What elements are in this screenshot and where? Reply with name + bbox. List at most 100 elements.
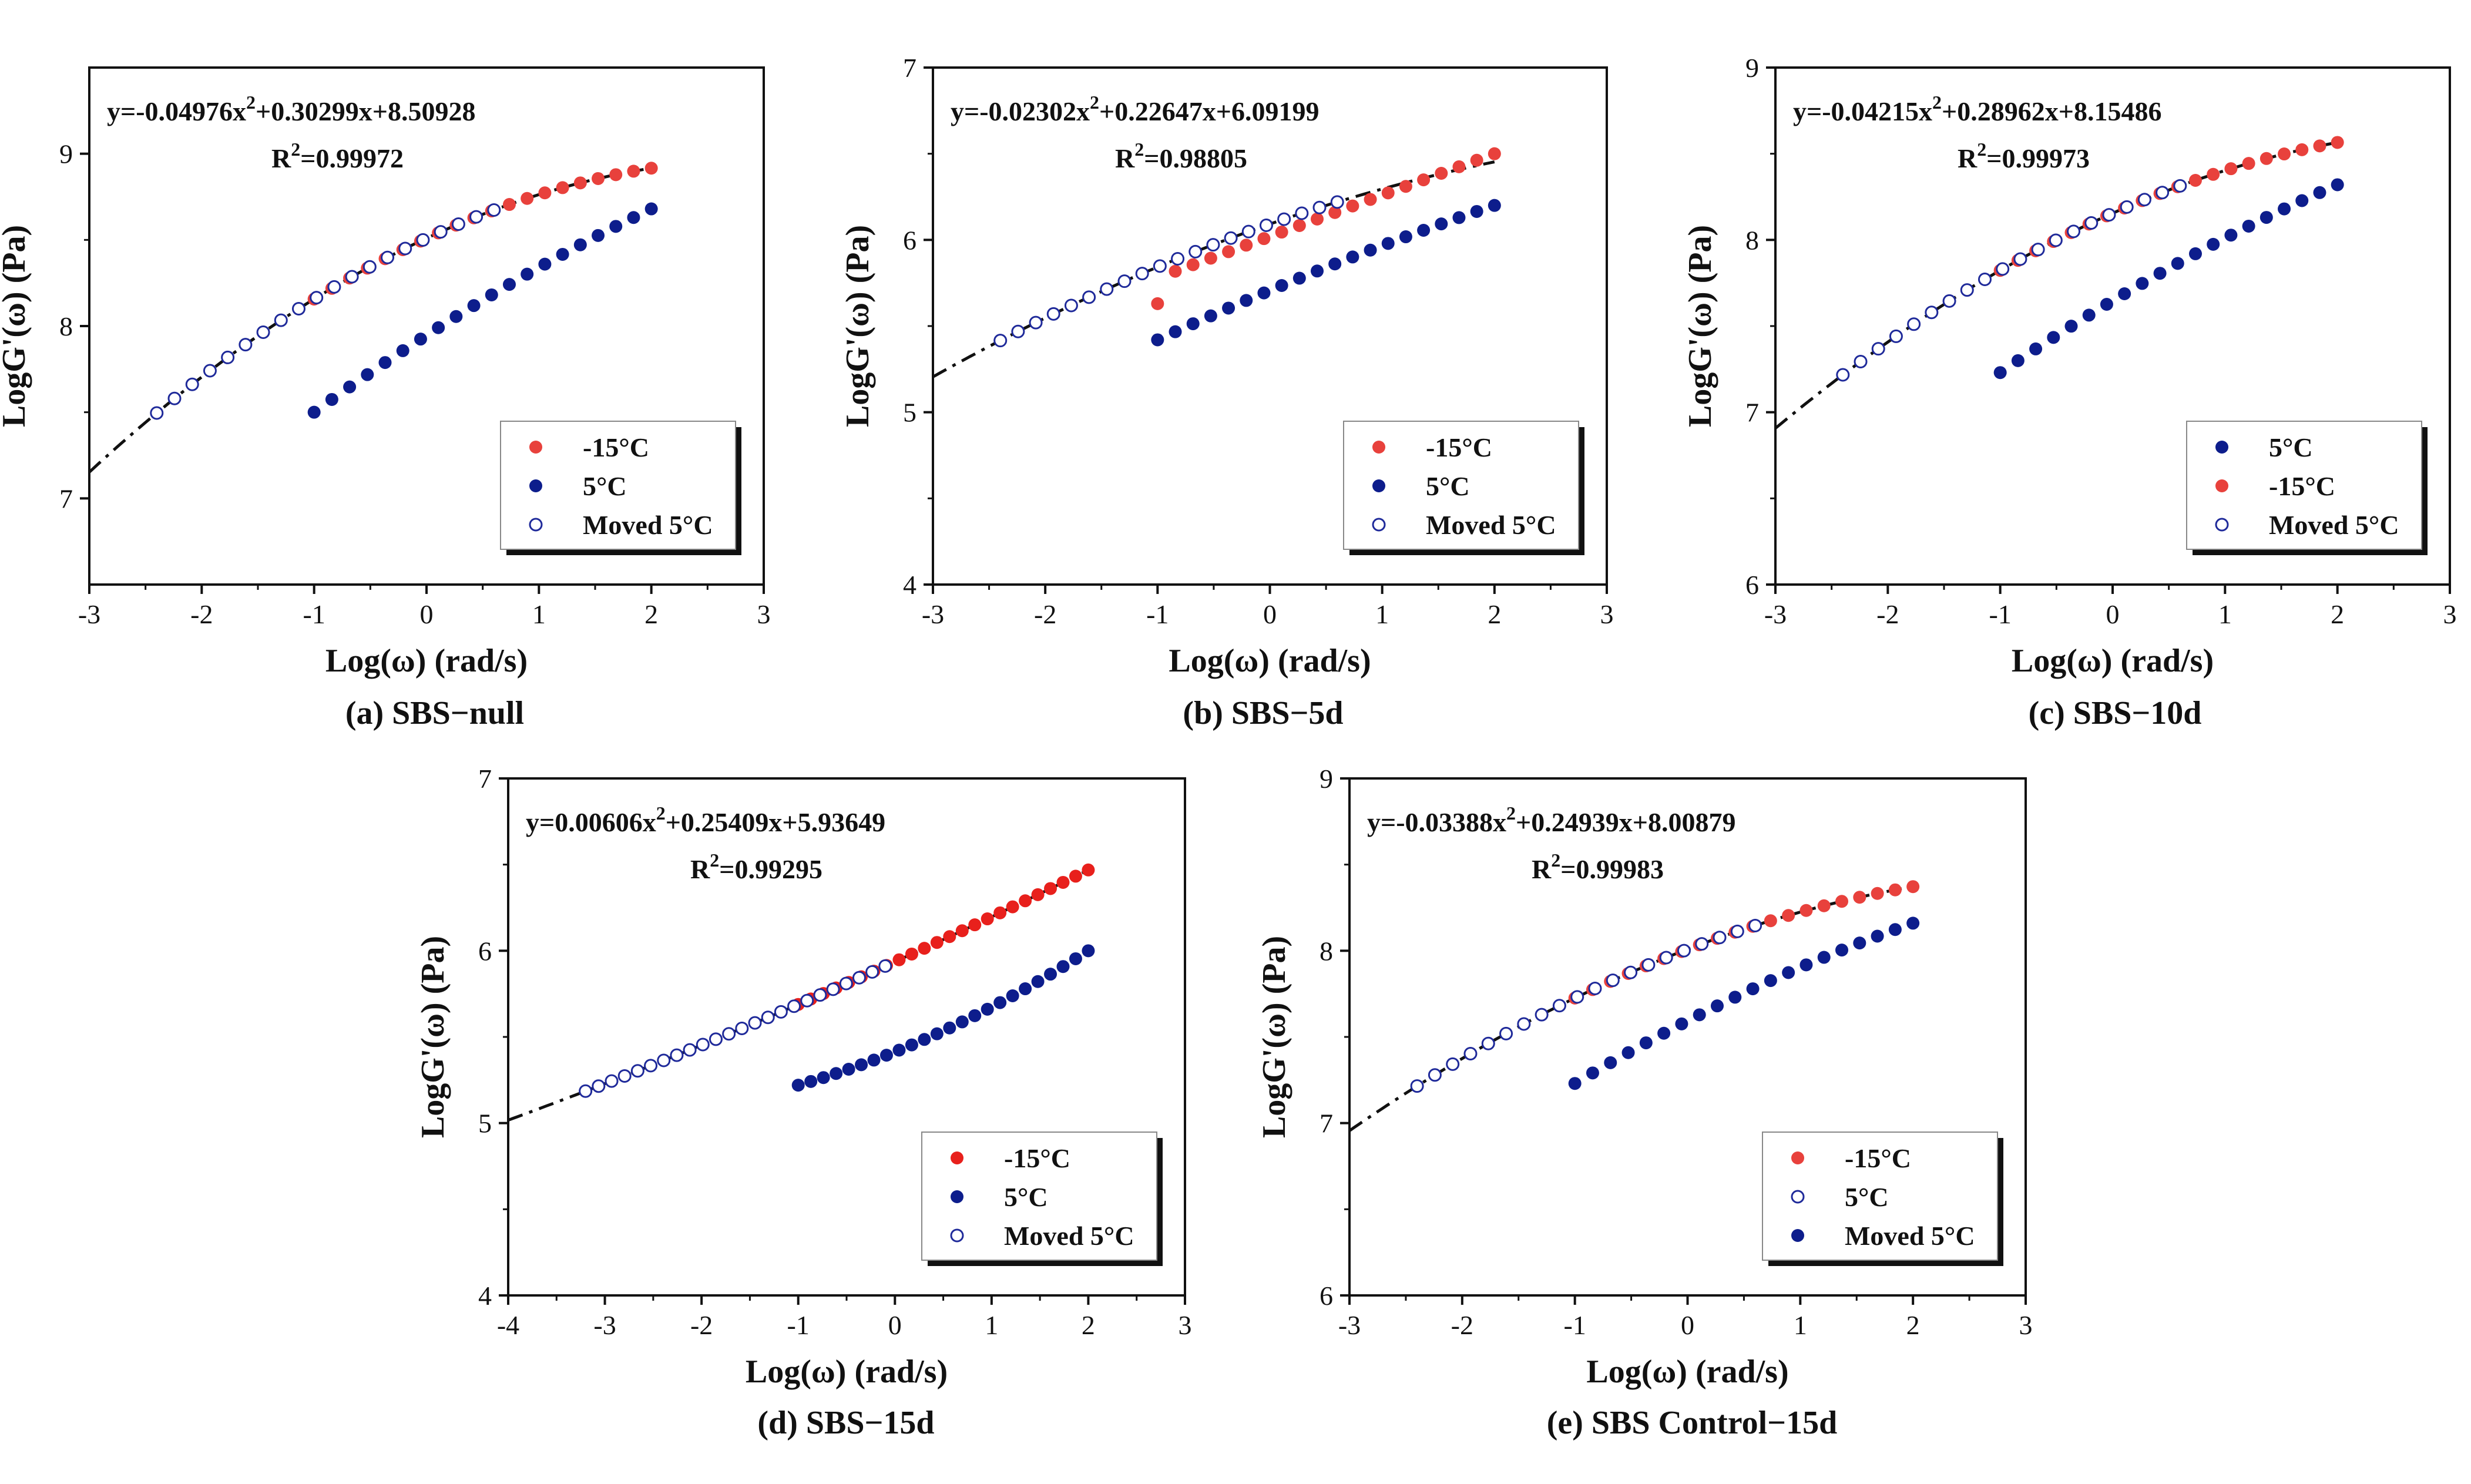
- fit-r2: R2=0.99973: [1958, 139, 2090, 173]
- data-point: [2188, 174, 2202, 187]
- fit-line: [1349, 885, 1913, 1132]
- data-point: [1693, 1008, 1706, 1022]
- data-point: [1586, 1066, 1599, 1080]
- data-point: [1835, 944, 1849, 957]
- data-point: [722, 1027, 736, 1041]
- data-point: [2136, 277, 2149, 290]
- x-tick-label: -1: [787, 1310, 810, 1340]
- data-point: [451, 217, 465, 231]
- data-point: [1871, 929, 1884, 943]
- data-point: [981, 912, 994, 926]
- legend: -15°C 5°C Moved 5°C: [921, 1132, 1163, 1266]
- data-point: [1799, 958, 1813, 972]
- data-point: [2011, 354, 2025, 367]
- data-point: [579, 1084, 593, 1098]
- data-point: [538, 186, 552, 200]
- data-point: [1100, 282, 1114, 296]
- data-point: [1224, 231, 1238, 245]
- data-point: [592, 229, 605, 242]
- data-point: [467, 299, 481, 313]
- data-point: [1019, 982, 1032, 996]
- data-point: [398, 241, 412, 256]
- data-point: [2313, 139, 2326, 153]
- data-point: [791, 1079, 805, 1092]
- data-point: [1488, 147, 1501, 160]
- data-point: [1364, 193, 1377, 206]
- legend: 5°C -15°C Moved 5°C: [2186, 421, 2428, 555]
- data-point: [2278, 147, 2291, 161]
- data-point: [1888, 883, 1902, 897]
- data-point: [644, 162, 658, 175]
- data-point: [2049, 233, 2063, 247]
- data-point: [1312, 200, 1327, 214]
- data-point: [1488, 199, 1501, 212]
- data-point: [1659, 951, 1673, 965]
- data-point: [1082, 290, 1096, 304]
- data-point: [1046, 307, 1060, 321]
- data-point: [521, 267, 534, 281]
- data-point: [1257, 232, 1271, 246]
- legend: -15°C 5°C Moved 5°C: [500, 421, 741, 555]
- data-point: [1056, 960, 1070, 973]
- legend-label: 5°C: [1845, 1182, 1889, 1212]
- x-tick-label: -3: [1338, 1310, 1361, 1340]
- y-tick-label: 8: [1320, 936, 1333, 966]
- data-point: [256, 325, 270, 340]
- data-point: [2224, 162, 2238, 176]
- x-tick-label: 0: [1263, 599, 1277, 629]
- x-tick-label: 0: [420, 599, 434, 629]
- data-point: [1328, 257, 1342, 271]
- data-point: [1292, 271, 1306, 285]
- fit-line: [508, 868, 1089, 1122]
- legend-marker: [951, 1151, 963, 1164]
- data-point: [1836, 368, 1850, 382]
- data-point: [2173, 179, 2187, 193]
- data-point: [627, 211, 640, 224]
- panel-caption: (e) SBS Control−15d: [1547, 1405, 1837, 1441]
- data-point: [1346, 199, 1359, 213]
- data-point: [1029, 315, 1043, 330]
- data-point: [573, 176, 587, 190]
- x-tick-label: -1: [1146, 599, 1169, 629]
- data-point: [1817, 951, 1831, 964]
- x-tick-label: 1: [1794, 1310, 1807, 1340]
- data-point: [867, 1053, 881, 1067]
- x-tick-label: -2: [690, 1310, 713, 1340]
- data-point: [918, 942, 931, 955]
- data-point: [1011, 324, 1025, 338]
- fit-line: [933, 160, 1495, 378]
- data-point: [1835, 895, 1849, 908]
- y-tick-label: 4: [903, 570, 916, 600]
- data-point: [943, 930, 956, 944]
- data-point: [1906, 916, 1920, 930]
- data-point: [1295, 206, 1309, 220]
- data-point: [879, 1049, 893, 1062]
- x-tick-label: 1: [532, 599, 546, 629]
- data-point: [1639, 1036, 1653, 1050]
- x-tick-label: 3: [1179, 1310, 1192, 1340]
- data-point: [1782, 966, 1795, 979]
- data-point: [2067, 224, 2081, 239]
- data-point: [813, 988, 827, 1002]
- legend-label: -15°C: [2269, 471, 2335, 501]
- data-point: [538, 257, 552, 271]
- data-point: [905, 947, 918, 961]
- legend-marker: [1372, 441, 1385, 454]
- panel-caption: (d) SBS−15d: [757, 1405, 934, 1441]
- data-point: [1240, 239, 1253, 252]
- plot-area: [933, 147, 1501, 378]
- y-axis-label: LogG'(ω) (Pa): [1256, 936, 1292, 1138]
- x-tick-label: 1: [2218, 599, 2232, 629]
- data-point: [592, 1079, 606, 1093]
- data-point: [1942, 294, 1956, 308]
- data-point: [817, 1071, 830, 1085]
- data-point: [1675, 1017, 1688, 1030]
- data-point: [1189, 244, 1203, 258]
- data-point: [1381, 237, 1395, 250]
- x-tick-label: 2: [2331, 599, 2344, 629]
- data-point: [150, 406, 164, 420]
- fit-r2: R2=0.99983: [1532, 850, 1664, 884]
- legend: -15°C 5°C Moved 5°C: [1762, 1132, 2003, 1266]
- data-point: [2137, 193, 2151, 207]
- y-tick-label: 8: [59, 311, 73, 341]
